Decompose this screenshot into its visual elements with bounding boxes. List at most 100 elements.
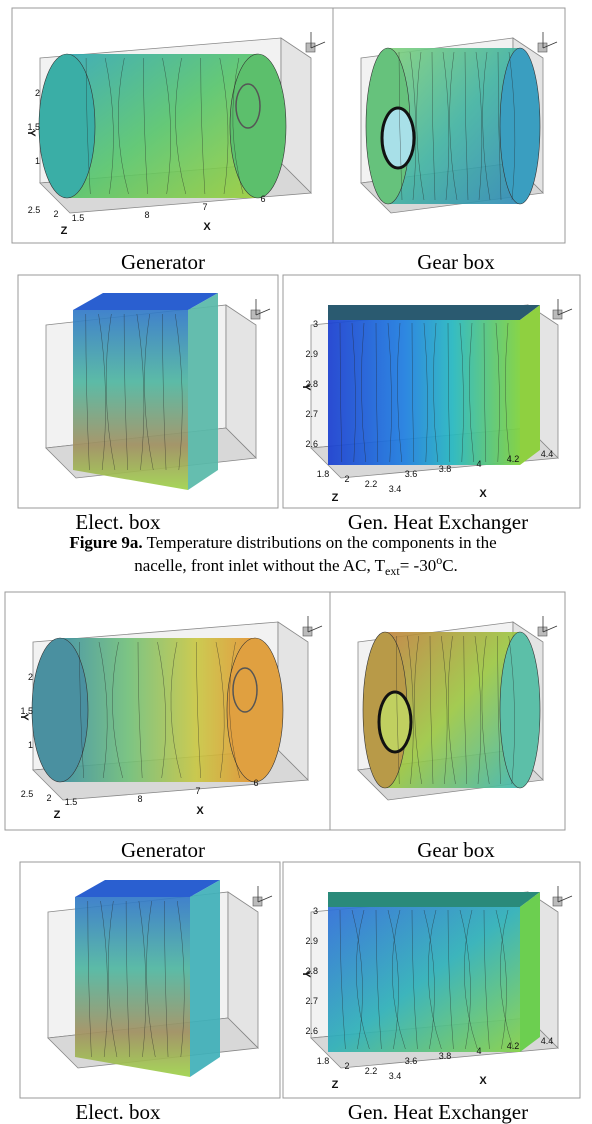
panel-caption: Gen. Heat Exchanger xyxy=(348,1100,528,1124)
x-tick-label: 6 xyxy=(253,778,258,788)
orientation-cube xyxy=(303,627,312,636)
caption-text: Temperature distributions on the compone… xyxy=(143,533,497,552)
x-axis-label: X xyxy=(203,221,211,233)
figure-panel: 21.512.521.5876YZX xyxy=(5,592,330,830)
y-tick-label: 2.6 xyxy=(305,439,318,449)
box-side xyxy=(520,892,540,1052)
panel-caption: Elect. box xyxy=(75,510,161,534)
box-front xyxy=(73,310,188,490)
x-axis-label: X xyxy=(479,488,487,500)
y-axis-label: Y xyxy=(300,383,312,391)
y-tick-label: 2.6 xyxy=(305,1026,318,1036)
caption-text: C. xyxy=(442,556,458,575)
z-tick-label: 2 xyxy=(344,1061,349,1071)
z-tick-label: 2.2 xyxy=(365,479,378,489)
z-tick-label: 2.5 xyxy=(21,789,34,799)
z-tick-label: 2.5 xyxy=(28,205,41,215)
x-axis-label: X xyxy=(479,1075,487,1087)
cylinder-end xyxy=(39,54,95,198)
y-tick-label: 3 xyxy=(313,319,318,329)
y-tick-label: 2 xyxy=(35,88,40,98)
y-axis-label: Y xyxy=(25,129,37,137)
z-tick-label: 2 xyxy=(46,793,51,803)
page: Figure 9a. Temperature distributions on … xyxy=(0,0,592,1124)
figure-panel xyxy=(18,275,278,508)
x-tick-label: 3.8 xyxy=(439,464,452,474)
cylinder-body xyxy=(67,54,258,198)
y-tick-label: 2.9 xyxy=(305,936,318,946)
x-tick-label: 4.2 xyxy=(507,454,520,464)
x-tick-label: 6 xyxy=(260,194,265,204)
x-tick-label: 3.6 xyxy=(405,1056,418,1066)
x-tick-label: 3.8 xyxy=(439,1051,452,1061)
box-front xyxy=(328,320,520,465)
flange xyxy=(382,108,414,168)
box-front xyxy=(75,897,190,1077)
orientation-cube xyxy=(538,627,547,636)
box-side xyxy=(190,880,220,1077)
caption-line: nacelle, front inlet without the AC, Tex… xyxy=(134,553,458,578)
x-tick-label: 4.4 xyxy=(541,1036,554,1046)
z-tick-label: 1.5 xyxy=(65,797,78,807)
orientation-cube xyxy=(253,897,262,906)
box-front xyxy=(328,907,520,1052)
orientation-cube xyxy=(553,310,562,319)
panel-caption: Gear box xyxy=(417,250,495,274)
y-tick-label: 2.9 xyxy=(305,349,318,359)
figure-panel xyxy=(20,862,280,1098)
z-tick-label: 3.4 xyxy=(389,484,402,494)
z-axis-label: Z xyxy=(54,809,61,821)
cylinder-end xyxy=(500,632,540,788)
flange xyxy=(379,692,411,752)
cylinder-end xyxy=(230,54,286,198)
z-axis-label: Z xyxy=(61,225,68,237)
x-tick-label: 3.6 xyxy=(405,469,418,479)
z-tick-label: 1.8 xyxy=(317,469,330,479)
y-tick-label: 2.7 xyxy=(305,996,318,1006)
z-tick-label: 2 xyxy=(53,209,58,219)
x-tick-label: 4 xyxy=(476,459,481,469)
x-axis-label: X xyxy=(196,805,204,817)
panel-caption: Elect. box xyxy=(75,1100,161,1124)
y-tick-label: 2.7 xyxy=(305,409,318,419)
z-tick-label: 1.8 xyxy=(317,1056,330,1066)
caption-text: nacelle, front inlet without the AC, T xyxy=(134,556,385,575)
panel-caption: Generator xyxy=(121,838,205,862)
figure-panel xyxy=(333,8,565,243)
orientation-cube xyxy=(251,310,260,319)
figure-panel: 32.92.82.72.61.822.23.43.63.844.24.4YZX xyxy=(283,862,580,1098)
x-tick-label: 4.4 xyxy=(541,449,554,459)
y-axis-label: Y xyxy=(18,713,30,721)
box-side xyxy=(188,293,218,490)
x-tick-label: 8 xyxy=(137,794,142,804)
x-tick-label: 4.2 xyxy=(507,1041,520,1051)
caption-label: Figure 9a. xyxy=(69,533,142,552)
z-tick-label: 2 xyxy=(344,474,349,484)
x-tick-label: 7 xyxy=(202,202,207,212)
panel-caption: Gen. Heat Exchanger xyxy=(348,510,528,534)
y-tick-label: 3 xyxy=(313,906,318,916)
caption-sub: ext xyxy=(385,564,400,578)
caption-text: = -30 xyxy=(400,556,437,575)
z-tick-label: 3.4 xyxy=(389,1071,402,1081)
box-top xyxy=(328,892,540,907)
x-tick-label: 7 xyxy=(195,786,200,796)
y-tick-label: 1 xyxy=(35,156,40,166)
box-side xyxy=(520,305,540,465)
panel-caption: Generator xyxy=(121,250,205,274)
y-axis-label: Y xyxy=(300,970,312,978)
orientation-cube xyxy=(553,897,562,906)
z-tick-label: 2.2 xyxy=(365,1066,378,1076)
z-axis-label: Z xyxy=(332,1079,339,1091)
figure-caption: Figure 9a. Temperature distributions on … xyxy=(69,533,496,578)
z-axis-label: Z xyxy=(332,492,339,504)
caption-line: Figure 9a. Temperature distributions on … xyxy=(69,533,496,552)
x-tick-label: 4 xyxy=(476,1046,481,1056)
orientation-cube xyxy=(306,43,315,52)
y-tick-label: 2 xyxy=(28,672,33,682)
cylinder-end xyxy=(500,48,540,204)
figure-panel xyxy=(330,592,565,830)
cylinder-body xyxy=(60,638,255,782)
